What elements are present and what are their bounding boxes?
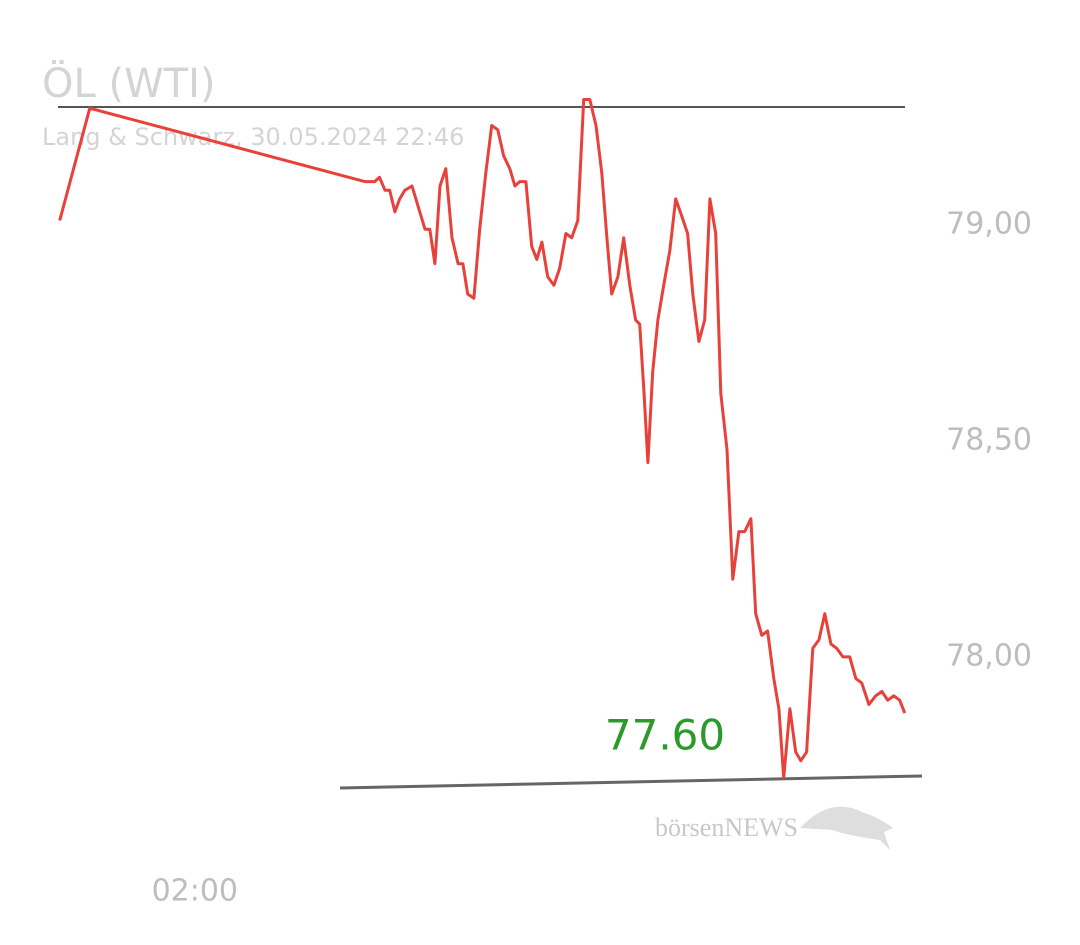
watermark: börsenNEWS bbox=[655, 813, 798, 842]
y-tick-label: 78,00 bbox=[946, 638, 1032, 673]
annotation: 77.60 bbox=[605, 711, 725, 760]
y-tick-label: 78,50 bbox=[946, 422, 1032, 457]
x-tick-label: 02:00 bbox=[152, 874, 238, 909]
chart-subtitle: Lang & Schwarz, 30.05.2024 22:46 bbox=[42, 123, 464, 151]
y-tick-label: 79,00 bbox=[946, 206, 1032, 241]
trend-line bbox=[339, 774, 923, 790]
watermark-bull bbox=[800, 806, 893, 850]
chart-title: ÖL (WTI) bbox=[42, 59, 215, 107]
price-line bbox=[58, 98, 907, 780]
